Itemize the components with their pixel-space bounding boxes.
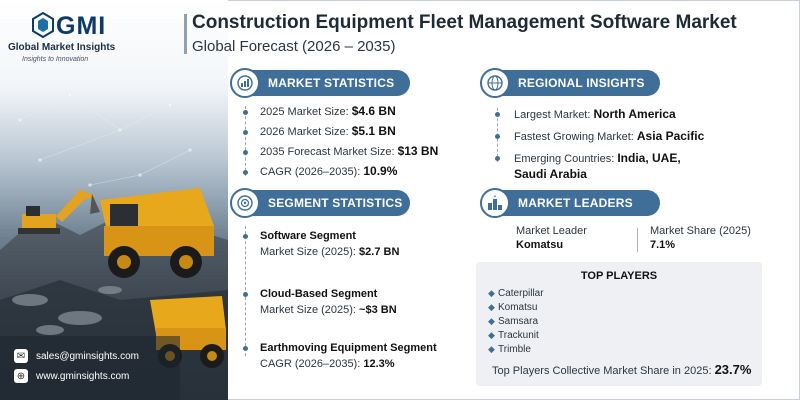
regional-insights-title: REGIONAL INSIGHTS bbox=[518, 76, 645, 90]
stat-row: 2035 Forecast Market Size: $13 BN bbox=[260, 144, 438, 158]
segment-connector-line bbox=[245, 226, 246, 356]
market-statistics-header: MARKET STATISTICS bbox=[230, 68, 410, 98]
bullet-dot bbox=[243, 234, 248, 239]
contact-email[interactable]: sales@gminsights.com bbox=[36, 350, 139, 362]
bullet-arrow-icon: ◆ bbox=[488, 288, 495, 298]
regional-label: Largest Market: bbox=[514, 109, 591, 121]
bullet-dot bbox=[495, 112, 500, 117]
bullet-dot bbox=[243, 292, 248, 297]
contact-website-row[interactable]: ⊕ www.gminsights.com bbox=[14, 368, 129, 384]
segment-label: CAGR (2026–2035): bbox=[260, 358, 361, 370]
segment-label: Market Size (2025): bbox=[260, 246, 356, 258]
regional-value: India, UAE, bbox=[617, 151, 681, 165]
market-leader-value: Komatsu bbox=[516, 239, 564, 251]
market-leaders-header: MARKET LEADERS bbox=[480, 188, 660, 218]
bullet-arrow-icon: ◆ bbox=[488, 330, 495, 340]
bullet-arrow-icon: ◆ bbox=[488, 316, 495, 326]
segment-label: Market Size (2025): bbox=[260, 304, 356, 316]
market-statistics-title: MARKET STATISTICS bbox=[268, 76, 395, 90]
stat-label: 2025 Market Size: bbox=[260, 106, 349, 118]
segment-statistics-title: SEGMENT STATISTICS bbox=[268, 196, 403, 210]
stat-value: 10.9% bbox=[363, 164, 398, 178]
segment-value: 12.3% bbox=[363, 358, 395, 370]
contact-email-row[interactable]: ✉ sales@gminsights.com bbox=[14, 348, 139, 364]
bullet-dot bbox=[243, 170, 248, 175]
regional-label: Emerging Countries: bbox=[514, 153, 615, 165]
page-title: Construction Equipment Fleet Management … bbox=[192, 12, 737, 33]
regional-fastest-row: Fastest Growing Market: Asia Pacific bbox=[514, 129, 704, 143]
regional-emerging-row-cont: Saudi Arabia bbox=[514, 167, 587, 181]
top-player-item: Caterpillar bbox=[498, 288, 544, 299]
stat-value: $13 BN bbox=[397, 144, 439, 158]
market-share-label: Market Share (2025) bbox=[650, 225, 751, 237]
contact-website[interactable]: www.gminsights.com bbox=[36, 370, 130, 382]
segment-value-row: Market Size (2025): ~$3 BN bbox=[260, 304, 397, 316]
hero-photo: GMI Global Market Insights Insights to I… bbox=[0, 0, 228, 400]
stat-row: CAGR (2026–2035): 10.9% bbox=[260, 164, 397, 178]
top-player-item: Samsara bbox=[498, 316, 539, 327]
market-leader-label: Market Leader bbox=[516, 225, 587, 237]
stat-value: $5.1 BN bbox=[351, 124, 396, 138]
regional-label: Fastest Growing Market: bbox=[514, 131, 634, 143]
leaderboard-icon bbox=[480, 188, 510, 218]
segment-title: Cloud-Based Segment bbox=[260, 288, 378, 300]
regional-insights-header: REGIONAL INSIGHTS bbox=[480, 68, 660, 98]
top-players-total-value: 23.7% bbox=[714, 362, 752, 377]
top-player-item: Trackunit bbox=[498, 330, 539, 341]
segment-title: Software Segment bbox=[260, 230, 356, 242]
leader-divider bbox=[637, 228, 638, 252]
gmi-logo-icon bbox=[32, 12, 54, 38]
stat-label: 2026 Market Size: bbox=[260, 126, 349, 138]
envelope-icon: ✉ bbox=[14, 349, 28, 363]
top-players-total-label: Top Players Collective Market Share in 2… bbox=[492, 365, 712, 377]
top-player-item: Komatsu bbox=[498, 302, 538, 313]
stat-value: $4.6 BN bbox=[351, 104, 396, 118]
bullet-dot bbox=[243, 130, 248, 135]
bullet-dot bbox=[243, 110, 248, 115]
segment-target-icon bbox=[230, 188, 260, 218]
stat-label: 2035 Forecast Market Size: bbox=[260, 146, 395, 158]
segment-value-row: Market Size (2025): $2.7 BN bbox=[260, 246, 399, 258]
brand-logo-text: GMI bbox=[56, 12, 107, 40]
stat-row: 2025 Market Size: $4.6 BN bbox=[260, 104, 396, 118]
page-subtitle: Global Forecast (2026 – 2035) bbox=[192, 38, 396, 55]
globe-chart-icon bbox=[230, 68, 260, 98]
segment-title: Earthmoving Equipment Segment bbox=[260, 342, 437, 354]
bullet-arrow-icon: ◆ bbox=[488, 344, 495, 354]
market-leaders-title: MARKET LEADERS bbox=[518, 196, 633, 210]
globe-icon bbox=[480, 68, 510, 98]
top-players-total: Top Players Collective Market Share in 2… bbox=[492, 362, 751, 377]
bullet-dot bbox=[495, 134, 500, 139]
regional-largest-row: Largest Market: North America bbox=[514, 107, 676, 121]
market-share-value: 7.1% bbox=[650, 239, 676, 251]
regional-value: Saudi Arabia bbox=[514, 167, 587, 181]
top-player-item: Trimble bbox=[498, 344, 531, 355]
bullet-dot bbox=[495, 156, 500, 161]
construction-site-illustration bbox=[0, 0, 228, 400]
segment-value: ~$3 BN bbox=[359, 304, 397, 316]
regional-emerging-row: Emerging Countries: India, UAE, bbox=[514, 151, 681, 165]
regional-value: North America bbox=[593, 107, 676, 121]
brand-tagline: Insights to Innovation bbox=[22, 56, 89, 63]
title-accent-bar bbox=[184, 14, 187, 54]
brand-logo: GMI Global Market Insights Insights to I… bbox=[6, 12, 116, 72]
segment-value-row: CAGR (2026–2035): 12.3% bbox=[260, 358, 395, 370]
stat-row: 2026 Market Size: $5.1 BN bbox=[260, 124, 396, 138]
regional-value: Asia Pacific bbox=[636, 129, 705, 143]
brand-name: Global Market Insights bbox=[8, 42, 116, 53]
stat-label: CAGR (2026–2035): bbox=[260, 166, 361, 178]
contact-block: ✉ sales@gminsights.com ⊕ www.gminsights.… bbox=[0, 340, 180, 392]
bullet-dot bbox=[243, 346, 248, 351]
stats-connector-line bbox=[245, 106, 246, 176]
bullet-arrow-icon: ◆ bbox=[488, 302, 495, 312]
segment-statistics-header: SEGMENT STATISTICS bbox=[230, 188, 410, 218]
globe-link-icon: ⊕ bbox=[14, 369, 28, 383]
segment-value: $2.7 BN bbox=[359, 246, 400, 258]
top-players-title: TOP PLAYERS bbox=[580, 270, 658, 282]
top-players-box: TOP PLAYERS ◆ Caterpillar ◆ Komatsu ◆ Sa… bbox=[476, 262, 762, 386]
bullet-dot bbox=[243, 150, 248, 155]
